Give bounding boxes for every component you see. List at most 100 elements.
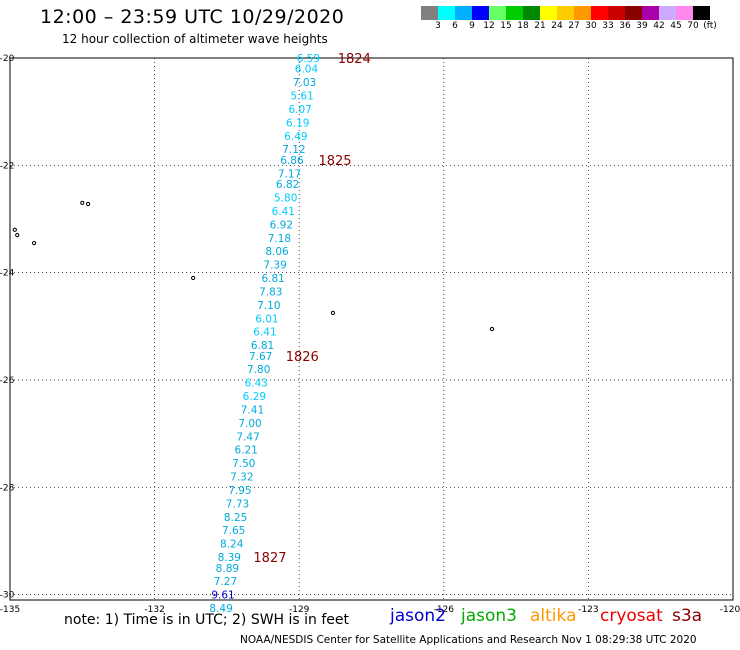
wave-height-value: 7.80	[247, 364, 270, 376]
color-swatch	[489, 6, 506, 20]
color-scale-label: 36	[619, 21, 631, 31]
wave-height-value: 7.47	[236, 431, 259, 443]
credit-line: NOAA/NESDIS Center for Satellite Applica…	[240, 634, 697, 646]
color-swatch	[421, 6, 438, 20]
color-scale-label: (ft)	[703, 21, 717, 31]
latitude-label: -24	[0, 269, 15, 279]
color-scale-label: 30	[585, 21, 597, 31]
wave-height-value: 7.73	[226, 498, 249, 510]
wave-height-value: 6.19	[286, 117, 309, 129]
color-swatch	[693, 6, 710, 20]
wave-height-value: 7.32	[230, 472, 253, 484]
satellite-name: cryosat	[600, 606, 663, 626]
wave-height-value: 6.04	[295, 64, 319, 76]
wave-height-value: 6.81	[261, 273, 284, 285]
wave-height-value: 7.83	[259, 286, 282, 298]
color-scale-label: 45	[670, 21, 682, 31]
wave-height-value: 6.21	[234, 445, 257, 457]
wave-height-value: 6.81	[251, 340, 274, 352]
color-swatch	[438, 6, 455, 20]
color-scale-label: 12	[483, 21, 495, 31]
color-scale-label: 15	[500, 21, 512, 31]
wave-height-value: 7.27	[214, 576, 237, 588]
latitude-label: -30	[0, 591, 15, 601]
map-title: 12:00 – 23:59 UTC 10/29/2020	[40, 6, 345, 28]
island-outline	[330, 310, 336, 316]
satellite-name: altika	[530, 606, 577, 626]
color-scale-label: 9	[469, 21, 475, 31]
color-swatch	[608, 6, 625, 20]
wave-height-value: 5.61	[290, 91, 313, 103]
color-swatch	[455, 6, 472, 20]
wave-height-value: 7.03	[293, 77, 316, 89]
color-swatch	[642, 6, 659, 20]
wave-height-value: 8.06	[265, 246, 289, 258]
color-swatch	[574, 6, 591, 20]
color-scale-label: 27	[568, 21, 580, 31]
wave-height-value: 6.07	[288, 104, 311, 116]
wave-height-value: 7.18	[268, 233, 291, 245]
time-marker: 1827	[253, 551, 286, 566]
time-marker: 1825	[318, 154, 351, 169]
island-outline	[15, 232, 20, 238]
color-swatch	[591, 6, 608, 20]
latitude-label: -28	[0, 483, 15, 493]
color-scale-label: 6	[452, 21, 458, 31]
island-outline	[80, 200, 85, 205]
color-swatch	[506, 6, 523, 20]
latitude-label: -26	[0, 376, 15, 386]
color-swatch	[676, 6, 693, 20]
wave-height-value: 6.41	[272, 206, 295, 218]
island-outline	[12, 227, 17, 232]
island-outline	[191, 275, 196, 281]
color-swatch	[625, 6, 642, 20]
latitude-label: -20	[0, 54, 15, 64]
longitude-label: -129	[289, 605, 310, 615]
wave-height-value: 5.80	[274, 193, 297, 205]
wave-height-value: 6.41	[253, 327, 276, 339]
wave-height-value: 8.89	[216, 563, 239, 575]
satellite-name: s3a	[672, 606, 703, 626]
color-scale-label: 21	[534, 21, 546, 31]
wave-height-value: 7.39	[263, 260, 286, 272]
latitude-label: -22	[0, 161, 14, 171]
longitude-label: -132	[144, 605, 164, 615]
time-marker: 1824	[338, 52, 371, 67]
wave-height-value: 7.17	[278, 168, 301, 180]
wave-height-value: 6.01	[255, 313, 278, 325]
wave-height-value: 7.10	[257, 300, 280, 312]
wave-height-value: 6.82	[276, 179, 299, 191]
island-outline	[85, 201, 91, 207]
wave-height-value: 6.49	[284, 131, 307, 143]
color-swatch	[472, 6, 489, 20]
color-scale-label: 3	[435, 21, 441, 31]
color-swatch	[540, 6, 557, 20]
satellite-name: jason3	[461, 606, 517, 626]
longitude-label: -120	[720, 605, 740, 615]
color-swatch	[557, 6, 574, 20]
longitude-label: -135	[0, 605, 20, 615]
color-scale-label: 70	[687, 21, 699, 31]
wave-height-value: 6.92	[270, 219, 293, 231]
wave-height-value: 7.67	[249, 351, 272, 363]
wave-height-value: 7.50	[232, 458, 255, 470]
color-scale-label: 42	[653, 21, 665, 31]
satellite-name: jason2	[390, 606, 446, 626]
color-scale	[421, 6, 710, 20]
wave-height-value: 8.25	[224, 512, 247, 524]
map-subtitle: 12 hour collection of altimeter wave hei…	[62, 32, 328, 46]
wave-height-value: 7.41	[241, 404, 264, 416]
longitude-label: -126	[434, 605, 455, 615]
color-scale-label: 18	[517, 21, 529, 31]
footnote: note: 1) Time is in UTC; 2) SWH is in fe…	[64, 612, 350, 628]
island-outline	[489, 326, 495, 332]
color-scale-label: 24	[551, 21, 563, 31]
wave-height-value: 7.12	[282, 144, 305, 156]
map-frame	[9, 57, 734, 601]
wave-height-value: 7.65	[222, 525, 245, 537]
color-swatch	[659, 6, 676, 20]
wave-height-value: 7.00	[238, 418, 261, 430]
island-outline	[32, 241, 37, 246]
color-scale-label: 33	[602, 21, 614, 31]
